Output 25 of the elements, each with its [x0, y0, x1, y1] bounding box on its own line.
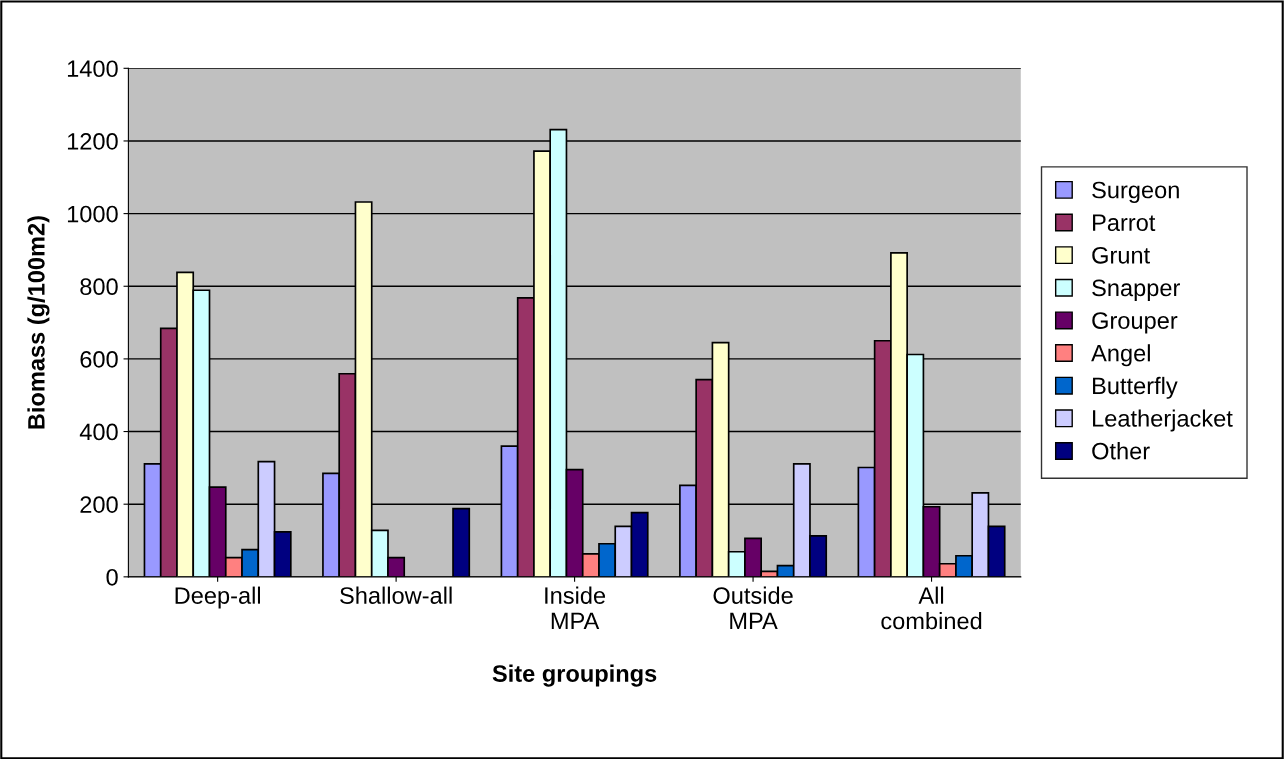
x-axis-title: Site groupings	[492, 664, 657, 687]
y-tick-label: 200	[80, 496, 118, 513]
y-tick-label: 1200	[67, 133, 118, 150]
legend-label: Grunt	[1092, 246, 1150, 264]
legend-label: Parrot	[1093, 214, 1156, 232]
bar	[452, 507, 471, 577]
y-axis-title: Biomass (g/100m2)	[27, 216, 50, 429]
legend-label: Leatherjacket	[1093, 409, 1233, 432]
y-tick-label: 1000	[67, 205, 118, 223]
x-tick-label: Shallow-all	[340, 586, 452, 604]
legend-label: Grouper	[1092, 312, 1178, 334]
x-tick-label: Inside MPA	[545, 586, 606, 630]
legend-label: Snapper	[1092, 279, 1180, 301]
y-tick-label: 600	[80, 350, 118, 368]
legend-label: Butterfly	[1093, 376, 1178, 399]
y-tick-label: 0	[106, 568, 118, 586]
legend-label: Other	[1092, 442, 1150, 460]
y-tick-label: 1400	[67, 60, 118, 78]
x-tick-label: All combined	[881, 586, 982, 630]
x-tick-label: Deep-all	[175, 586, 261, 609]
x-tick-label: Outside MPA	[713, 586, 793, 630]
y-tick-label: 400	[79, 423, 118, 441]
y-tick-label: 800	[80, 278, 118, 296]
legend-label: Surgeon	[1092, 181, 1179, 204]
legend-label: Angel	[1091, 344, 1150, 367]
